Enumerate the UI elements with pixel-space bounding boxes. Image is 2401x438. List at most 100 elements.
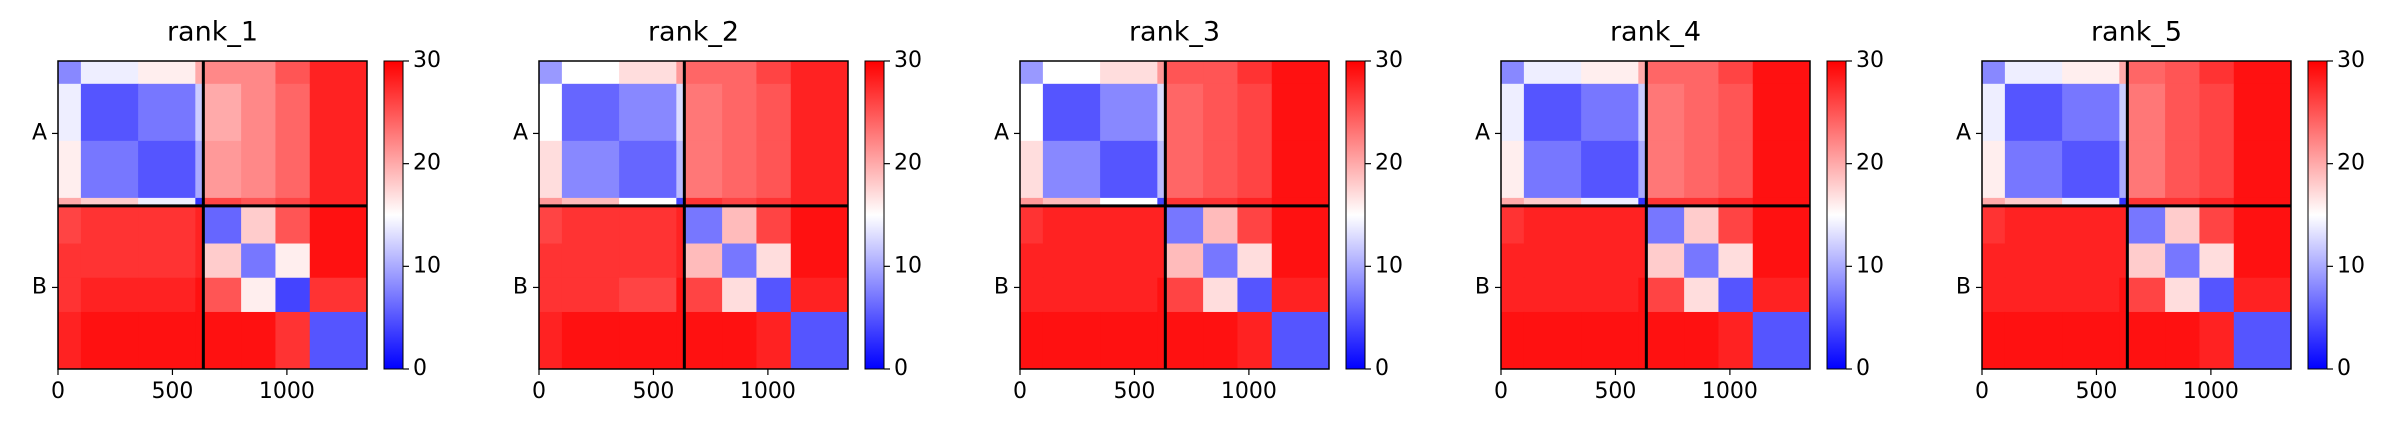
heatmap-cell (676, 197, 685, 207)
heatmap-cell (2062, 205, 2120, 244)
colorbar-tick-label: 30 (894, 48, 922, 73)
y-tick-label: A (1956, 120, 1971, 145)
heatmap-cell (722, 83, 757, 142)
heatmap-cell (1042, 140, 1101, 199)
colorbar-tick-label: 10 (1856, 253, 1884, 278)
heatmap-cell (275, 197, 311, 207)
heatmap-cell (2127, 140, 2166, 199)
heatmap-cell (1203, 83, 1238, 142)
heatmap-cell (2127, 205, 2166, 244)
heatmap-cell (2119, 197, 2128, 207)
heatmap-cell (2199, 277, 2235, 313)
heatmap-cell (2062, 243, 2120, 279)
heatmap-cell (676, 311, 685, 370)
x-tick-label: 500 (1113, 379, 1155, 404)
heatmap-cell (2119, 83, 2128, 142)
heatmap-cell (309, 83, 368, 142)
heatmap-cell (2165, 197, 2200, 207)
heatmap-cell (203, 205, 242, 244)
heatmap-cell (790, 140, 849, 199)
heatmap-cell (1042, 197, 1101, 207)
heatmap-cell (309, 197, 368, 207)
heatmap-cell (619, 277, 677, 313)
heatmap-cell (1638, 140, 1647, 199)
heatmap-cell (2004, 140, 2063, 199)
heatmap-cell (1020, 205, 1044, 244)
heatmap-cell (1581, 83, 1639, 142)
heatmap-cell (1718, 205, 1754, 244)
colorbar-tick-label: 30 (2337, 48, 2365, 73)
heatmap-cell (275, 243, 311, 279)
heatmap-cell (2233, 83, 2292, 142)
heatmap-cell (561, 205, 620, 244)
heatmap-cell (195, 61, 204, 85)
colorbar-tick-label: 10 (2337, 253, 2365, 278)
heatmap-cell (1203, 61, 1238, 85)
heatmap-cell (1100, 277, 1158, 313)
x-tick-label: 0 (1013, 379, 1027, 404)
heatmap-cell (684, 197, 723, 207)
colorbar-tick-label: 0 (1375, 356, 1389, 381)
heatmap-cell (1581, 277, 1639, 313)
colorbar (1345, 60, 1366, 370)
heatmap-cell (1501, 140, 1525, 199)
heatmap-cell (2004, 83, 2063, 142)
heatmap-cell (619, 311, 677, 370)
heatmap-cell (1100, 61, 1158, 85)
heatmap-cell (2119, 243, 2128, 279)
heatmap-cell (722, 140, 757, 199)
heatmap-cell (1982, 205, 2006, 244)
heatmap-cell (1638, 205, 1647, 244)
heatmap-cell (539, 197, 563, 207)
heatmap-cell (80, 61, 139, 85)
heatmap-cell (1165, 83, 1204, 142)
heatmap-cell (1718, 311, 1754, 370)
heatmap-cell (241, 140, 276, 199)
heatmap-cell (1646, 197, 1685, 207)
heatmap-cell (2165, 205, 2200, 244)
heatmap-cell (138, 311, 196, 370)
heatmap-cell (2062, 311, 2120, 370)
heatmap-cell (1638, 61, 1647, 85)
heatmap-cell (80, 197, 139, 207)
heatmap-cell (80, 140, 139, 199)
heatmap-cell (756, 61, 792, 85)
colorbar (383, 60, 404, 370)
heatmap-cell (1100, 83, 1158, 142)
x-tick-label: 0 (1494, 379, 1508, 404)
heatmap-cell (1684, 205, 1719, 244)
heatmap-cell (756, 205, 792, 244)
heatmap-cell (1100, 243, 1158, 279)
heatmap-cell (1157, 311, 1166, 370)
heatmap-cell (619, 140, 677, 199)
heatmap-cell (1581, 140, 1639, 199)
heatmap-cell (1581, 311, 1639, 370)
heatmap-cell (1523, 197, 1582, 207)
y-tick-label: A (994, 120, 1009, 145)
heatmap-cell (2062, 277, 2120, 313)
heatmap-cell (195, 311, 204, 370)
heatmap-cell (1237, 83, 1273, 142)
heatmap-cell (722, 197, 757, 207)
heatmap-cell (561, 311, 620, 370)
heatmap-cell (561, 197, 620, 207)
heatmap-cell (2233, 243, 2292, 279)
x-tick-label: 1000 (740, 379, 796, 404)
heatmap-cell (2004, 277, 2063, 313)
heatmap-cell (1203, 205, 1238, 244)
heatmap-cell (1271, 243, 1330, 279)
heatmap-cell (561, 61, 620, 85)
heatmap-cell (203, 311, 242, 370)
heatmap-cell (80, 311, 139, 370)
heatmap-cell (539, 83, 563, 142)
heatmap-cell (722, 61, 757, 85)
heatmap-cell (2199, 243, 2235, 279)
heatmap-cell (1501, 197, 1525, 207)
heatmap-cell (2165, 61, 2200, 85)
heatmap-cell (790, 61, 849, 85)
colorbar-tick-label: 10 (413, 253, 441, 278)
colorbar-tick-label: 0 (413, 356, 427, 381)
heatmap-cell (195, 197, 204, 207)
y-tick-label: A (513, 120, 528, 145)
heatmap-cell (1237, 61, 1273, 85)
